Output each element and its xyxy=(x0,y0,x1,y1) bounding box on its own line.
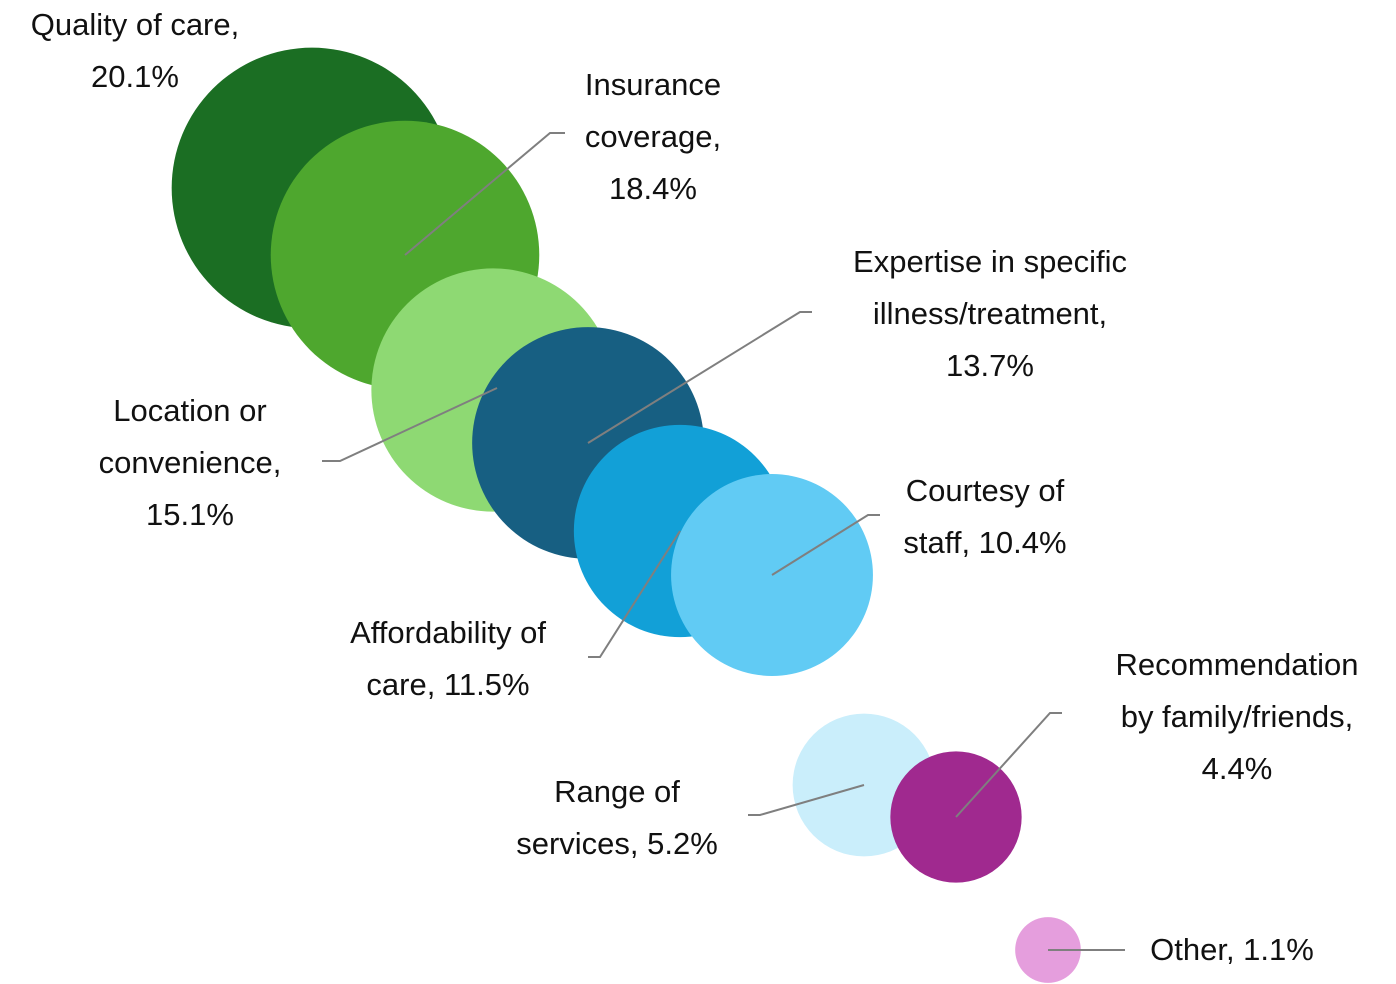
bubble-label: Range of services, 5.2% xyxy=(516,774,718,861)
leader-line xyxy=(404,132,565,256)
bubble-label: Affordability of care, 11.5% xyxy=(350,615,546,702)
leader-line xyxy=(322,387,498,462)
leader-line xyxy=(771,514,880,576)
leader-line xyxy=(748,784,865,816)
leader-line xyxy=(587,311,812,444)
bubble-label: Courtesy of staff, 10.4% xyxy=(903,473,1067,560)
bubble-label: Quality of care, 20.1% xyxy=(30,7,240,94)
bubble-label: Recommendation by family/friends, 4.4% xyxy=(1115,647,1359,786)
bubble-label: Expertise in specific illness/treatment,… xyxy=(853,244,1127,383)
bubble-label: Insurance coverage, 18.4% xyxy=(584,67,722,206)
bubble-label: Other, 1.1% xyxy=(1150,932,1314,967)
leader-line xyxy=(588,530,681,658)
leader-line xyxy=(955,712,1062,818)
bubble-label: Location or convenience, 15.1% xyxy=(98,393,282,532)
